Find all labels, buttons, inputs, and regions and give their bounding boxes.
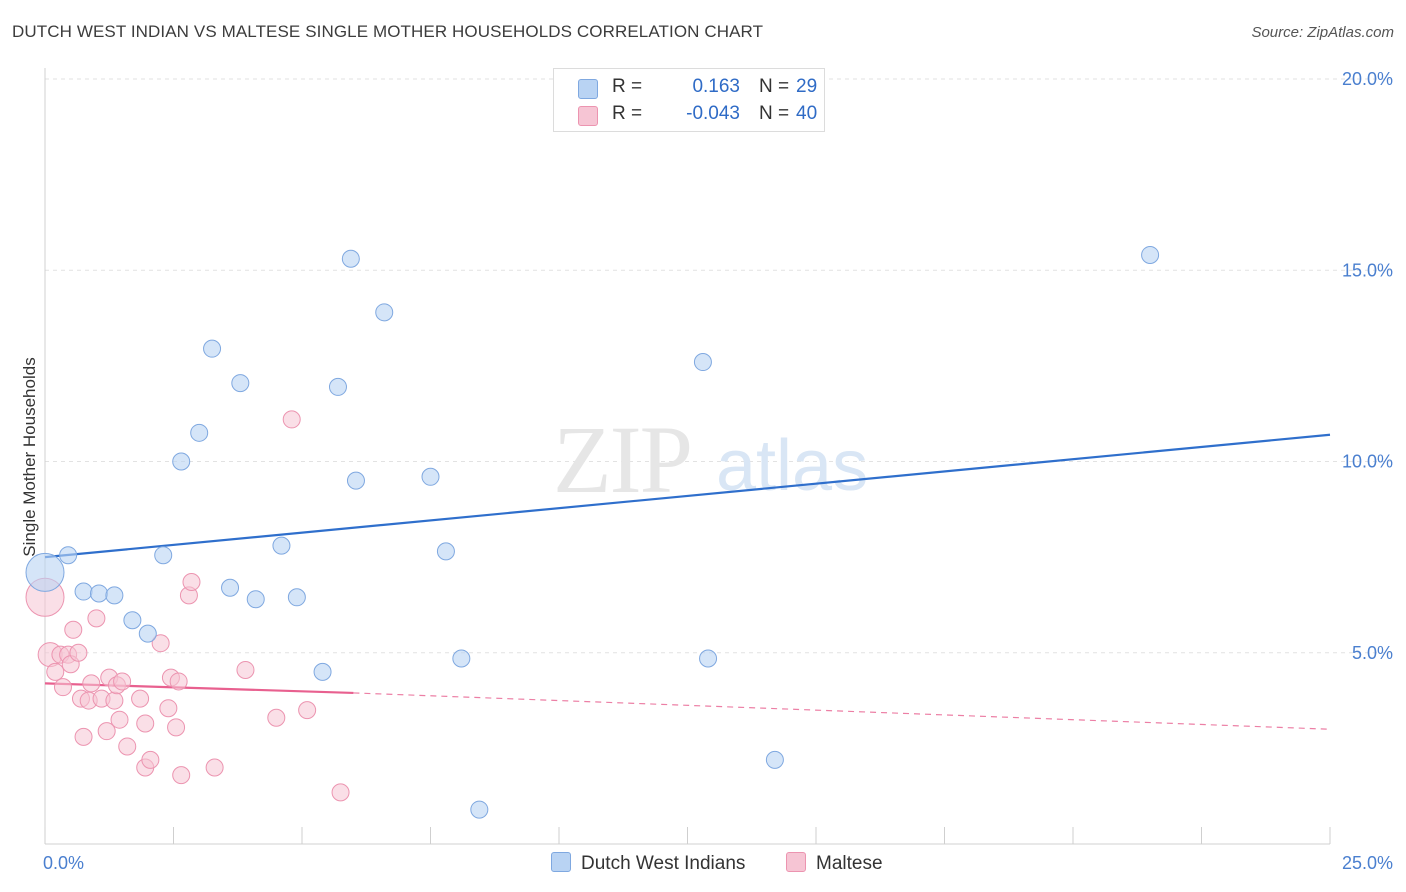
data-point-maltese bbox=[69, 643, 88, 662]
data-point-maltese bbox=[151, 634, 170, 653]
data-point-maltese bbox=[169, 672, 188, 691]
data-point-maltese bbox=[131, 689, 150, 708]
data-point-maltese bbox=[110, 710, 129, 729]
legend-box: R = 0.163 N = 29 R = -0.043 N = 40 bbox=[553, 68, 825, 132]
legend-n-value: 40 bbox=[796, 103, 818, 124]
watermark-atlas: atlas bbox=[716, 426, 868, 506]
bottom-legend-swatch-pink bbox=[786, 852, 806, 872]
data-point-maltese bbox=[74, 727, 93, 746]
legend-n-label: N = bbox=[759, 76, 790, 97]
data-point-dutch-west-indians bbox=[25, 552, 65, 592]
data-point-dutch-west-indians bbox=[765, 750, 784, 769]
axes bbox=[44, 68, 1331, 845]
y-tick-label: 20.0% bbox=[1342, 69, 1393, 89]
legend-r-label: R = bbox=[612, 103, 643, 124]
data-point-dutch-west-indians bbox=[138, 624, 157, 643]
data-point-dutch-west-indians bbox=[105, 586, 124, 605]
data-point-dutch-west-indians bbox=[221, 578, 240, 597]
data-point-dutch-west-indians bbox=[1141, 245, 1160, 264]
data-point-maltese bbox=[282, 410, 301, 429]
data-point-maltese bbox=[236, 660, 255, 679]
data-point-dutch-west-indians bbox=[203, 339, 222, 358]
data-point-dutch-west-indians bbox=[328, 377, 347, 396]
data-point-dutch-west-indians bbox=[272, 536, 291, 555]
bottom-legend-maltese: Maltese bbox=[786, 852, 883, 875]
data-point-maltese bbox=[64, 620, 83, 639]
data-point-maltese bbox=[118, 737, 137, 756]
data-point-maltese bbox=[159, 699, 178, 718]
bottom-legend-label: Maltese bbox=[816, 853, 883, 874]
legend-n-label: N = bbox=[759, 103, 790, 124]
data-point-maltese bbox=[182, 572, 201, 591]
legend-r-value: 0.163 bbox=[692, 76, 740, 97]
data-point-dutch-west-indians bbox=[421, 467, 440, 486]
bottom-legend-dutch-west-indians: Dutch West Indians bbox=[551, 852, 745, 875]
trend-line-dutch-west-indians bbox=[44, 433, 1331, 559]
data-point-dutch-west-indians bbox=[123, 611, 142, 630]
data-point-dutch-west-indians bbox=[154, 546, 173, 565]
data-point-maltese bbox=[82, 674, 101, 693]
data-point-dutch-west-indians bbox=[287, 588, 306, 607]
tick-labels: 5.0% 10.0% 15.0% 20.0% 0.0% 25.0% bbox=[43, 69, 1393, 873]
bottom-legend-swatch-blue bbox=[551, 852, 571, 872]
watermark-zip: ZIP bbox=[553, 406, 691, 513]
data-point-dutch-west-indians bbox=[74, 582, 93, 601]
y-tick-label: 15.0% bbox=[1342, 260, 1393, 280]
data-point-maltese bbox=[97, 722, 116, 741]
data-point-maltese bbox=[205, 758, 224, 777]
legend-swatch-pink bbox=[578, 106, 598, 126]
data-point-maltese bbox=[105, 691, 124, 710]
x-tick-label: 25.0% bbox=[1342, 853, 1393, 873]
bottom-legend-label: Dutch West Indians bbox=[581, 853, 746, 874]
chart-title: DUTCH WEST INDIAN VS MALTESE SINGLE MOTH… bbox=[12, 22, 764, 41]
data-point-maltese bbox=[141, 750, 160, 769]
y-tick-label: 10.0% bbox=[1342, 452, 1393, 472]
data-point-maltese bbox=[53, 678, 72, 697]
legend-r-label: R = bbox=[612, 76, 643, 97]
data-point-dutch-west-indians bbox=[190, 423, 209, 442]
data-point-dutch-west-indians bbox=[346, 471, 365, 490]
data-point-dutch-west-indians bbox=[172, 452, 191, 471]
data-point-maltese bbox=[267, 708, 286, 727]
data-point-maltese bbox=[46, 662, 65, 681]
legend-swatch-blue bbox=[578, 79, 598, 99]
data-point-maltese bbox=[172, 766, 191, 785]
source-label: Source: ZipAtlas.com bbox=[1251, 24, 1394, 41]
legend-n-value: 29 bbox=[796, 76, 818, 97]
watermark: ZIP atlas bbox=[553, 406, 868, 513]
legend-r-value: -0.043 bbox=[686, 103, 740, 124]
data-point-maltese bbox=[331, 783, 350, 802]
data-point-maltese bbox=[113, 672, 132, 691]
data-point-dutch-west-indians bbox=[470, 800, 489, 819]
y-axis-label: Single Mother Households bbox=[20, 357, 39, 556]
grid-lines bbox=[45, 78, 1392, 654]
data-point-maltese bbox=[167, 718, 186, 737]
data-point-dutch-west-indians bbox=[59, 546, 78, 565]
x-tick-label: 0.0% bbox=[43, 853, 84, 873]
data-point-dutch-west-indians bbox=[89, 584, 108, 603]
trend-line-maltese-extension bbox=[353, 692, 1331, 730]
data-point-dutch-west-indians bbox=[246, 590, 265, 609]
data-point-maltese bbox=[87, 609, 106, 628]
data-point-dutch-west-indians bbox=[341, 249, 360, 268]
data-point-dutch-west-indians bbox=[313, 662, 332, 681]
data-point-dutch-west-indians bbox=[452, 649, 471, 668]
data-point-dutch-west-indians bbox=[699, 649, 718, 668]
data-point-maltese bbox=[136, 714, 155, 733]
data-point-dutch-west-indians bbox=[231, 374, 250, 393]
y-tick-label: 5.0% bbox=[1352, 643, 1393, 663]
data-point-dutch-west-indians bbox=[375, 303, 394, 322]
data-point-dutch-west-indians bbox=[436, 542, 455, 561]
data-point-maltese bbox=[298, 701, 317, 720]
data-points bbox=[25, 245, 1160, 819]
data-point-dutch-west-indians bbox=[693, 353, 712, 372]
